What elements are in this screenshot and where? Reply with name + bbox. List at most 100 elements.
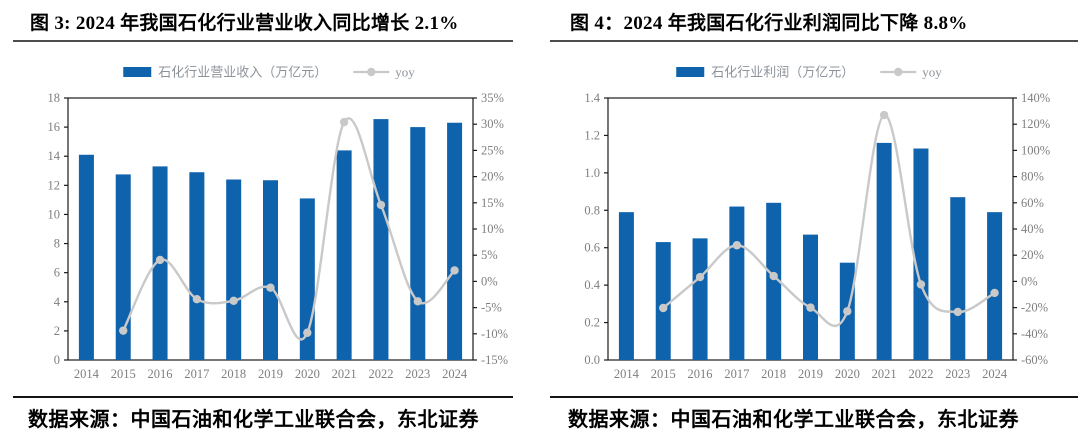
bar-2017 <box>189 172 205 360</box>
yoy-marker-2018 <box>229 296 238 305</box>
x-tick-label: 2014 <box>614 367 640 381</box>
y-right-tick-label: 0% <box>481 274 498 288</box>
y-left-tick-label: 2 <box>54 324 60 338</box>
x-tick-label: 2021 <box>332 367 357 381</box>
bar-2024 <box>447 122 463 360</box>
bar-2014 <box>618 212 634 360</box>
y-right-tick-label: -15% <box>481 353 508 367</box>
yoy-marker-2021 <box>339 117 349 127</box>
bar-2016 <box>692 238 708 360</box>
legend-line-label: yoy <box>395 65 415 80</box>
figure-4-source-rule <box>550 396 1078 398</box>
y-right-tick-label: 20% <box>1021 248 1044 262</box>
y-right-tick-label: 120% <box>1021 117 1050 131</box>
y-left-tick-label: 12 <box>48 178 61 192</box>
x-tick-label: 2021 <box>872 367 897 381</box>
y-right-tick-label: 100% <box>1021 143 1050 157</box>
yoy-marker-2024 <box>990 288 999 298</box>
y-left-tick-label: 14 <box>48 149 61 163</box>
y-right-tick-label: 20% <box>481 170 504 184</box>
y-left-tick-label: 0.4 <box>584 278 600 292</box>
y-right-tick-label: 140% <box>1021 91 1050 105</box>
legend-bar-label: 石化行业营业收入（万亿元） <box>158 65 327 80</box>
y-left-tick-label: 0.0 <box>584 353 600 367</box>
yoy-marker-2019 <box>266 283 275 292</box>
x-tick-label: 2023 <box>405 367 430 381</box>
figure-4-title: 图 4：2024 年我国石化行业利润同比下降 8.8% <box>570 13 968 34</box>
x-tick-label: 2016 <box>688 367 713 381</box>
y-right-tick-label: 80% <box>1021 170 1044 184</box>
legend-line-label: yoy <box>922 65 942 80</box>
x-tick-label: 2018 <box>221 367 246 381</box>
bar-2015 <box>115 174 131 360</box>
y-right-tick-label: 5% <box>481 248 498 262</box>
figure-4-chart: 0.0 0.2 0.4 0.6 0.8 1.0 1.2 1.4 -60% -40% -20% 0% 20… <box>584 65 1050 382</box>
y-left-tick-label: 0.8 <box>584 203 600 217</box>
x-tick-label: 2014 <box>74 367 100 381</box>
yoy-line <box>122 117 456 341</box>
x-tick-label: 2018 <box>761 367 786 381</box>
yoy-marker-2016 <box>155 255 165 265</box>
y-right-tick-label: -5% <box>481 301 502 315</box>
y-right-tick-label: 25% <box>481 143 504 157</box>
yoy-marker-2017 <box>192 295 202 304</box>
figure-3-title-rule <box>13 40 513 42</box>
y-right-tick-label: -10% <box>481 327 508 341</box>
x-tick-label: 2020 <box>295 367 320 381</box>
bar-2021 <box>876 142 892 360</box>
x-tick-label: 2016 <box>148 367 173 381</box>
bar-2018 <box>766 202 782 360</box>
y-right-tick-label: 0% <box>1021 274 1038 288</box>
yoy-marker-2018 <box>769 271 778 281</box>
y-right-tick-label: 60% <box>1021 196 1044 210</box>
y-right-tick-label: 30% <box>481 117 504 131</box>
figure-3-panel: 图 3: 2024 年我国石化行业营业收入同比增长 2.1% 0 2 4 6 8 10 12… <box>13 13 513 431</box>
y-right-tick-label: 10% <box>481 222 504 236</box>
y-left-tick-label: 4 <box>54 295 61 309</box>
legend-bar-label: 石化行业利润（万亿元） <box>711 65 854 80</box>
figure-3-chart: 0 2 4 6 8 10 12 14 16 18 -15% -10% -5% 0% 5% 10% 15% 20% 2… <box>48 65 509 382</box>
bar-2014 <box>78 154 94 360</box>
bar-2017 <box>729 206 745 360</box>
y-left-tick-label: 18 <box>48 91 61 105</box>
x-tick-label: 2023 <box>945 367 970 381</box>
x-tick-label: 2020 <box>835 367 860 381</box>
bar-2021 <box>336 150 352 360</box>
y-right-tick-label: 35% <box>481 91 504 105</box>
y-left-tick-label: 1.0 <box>584 166 600 180</box>
figure-4-title-rule <box>550 40 1078 42</box>
yoy-marker-2023 <box>953 307 962 317</box>
yoy-marker-2020 <box>303 328 312 337</box>
yoy-marker-2017 <box>732 241 742 250</box>
y-right-tick-label: 15% <box>481 196 504 210</box>
yoy-marker-2021 <box>879 110 889 120</box>
x-tick-label: 2015 <box>651 367 676 381</box>
figure-3-title: 图 3: 2024 年我国石化行业营业收入同比增长 2.1% <box>30 13 459 34</box>
yoy-marker-2019 <box>806 303 815 312</box>
y-left-tick-label: 6 <box>54 266 60 280</box>
bar-2023 <box>950 197 966 360</box>
yoy-marker-2022 <box>376 200 386 210</box>
legend-line-marker <box>367 67 376 77</box>
y-right-tick-label: -60% <box>1021 353 1048 367</box>
x-tick-label: 2017 <box>724 367 749 381</box>
x-tick-label: 2024 <box>982 367 1008 381</box>
bar-2022 <box>913 148 929 360</box>
y-left-tick-label: 8 <box>54 237 60 251</box>
x-tick-label: 2019 <box>798 367 823 381</box>
yoy-marker-2022 <box>916 280 926 289</box>
x-tick-label: 2022 <box>908 367 933 381</box>
bar-2019 <box>263 180 278 360</box>
y-left-tick-label: 16 <box>48 120 61 134</box>
figure-4-panel: 图 4：2024 年我国石化行业利润同比下降 8.8% 0.0 0.2 0.4 0.6… <box>540 0 1080 441</box>
y-left-tick-label: 0.6 <box>584 241 600 255</box>
legend-bar-swatch <box>676 67 705 77</box>
yoy-marker-2016 <box>695 272 705 282</box>
bar-2015 <box>655 242 671 360</box>
bar-2019 <box>803 234 818 360</box>
yoy-line <box>662 113 996 328</box>
figure-3-source: 数据来源：中国石油和化学工业联合会，东北证券 <box>28 409 479 431</box>
x-tick-label: 2022 <box>368 367 393 381</box>
bar-2018 <box>226 179 242 360</box>
x-tick-label: 2024 <box>442 367 468 381</box>
